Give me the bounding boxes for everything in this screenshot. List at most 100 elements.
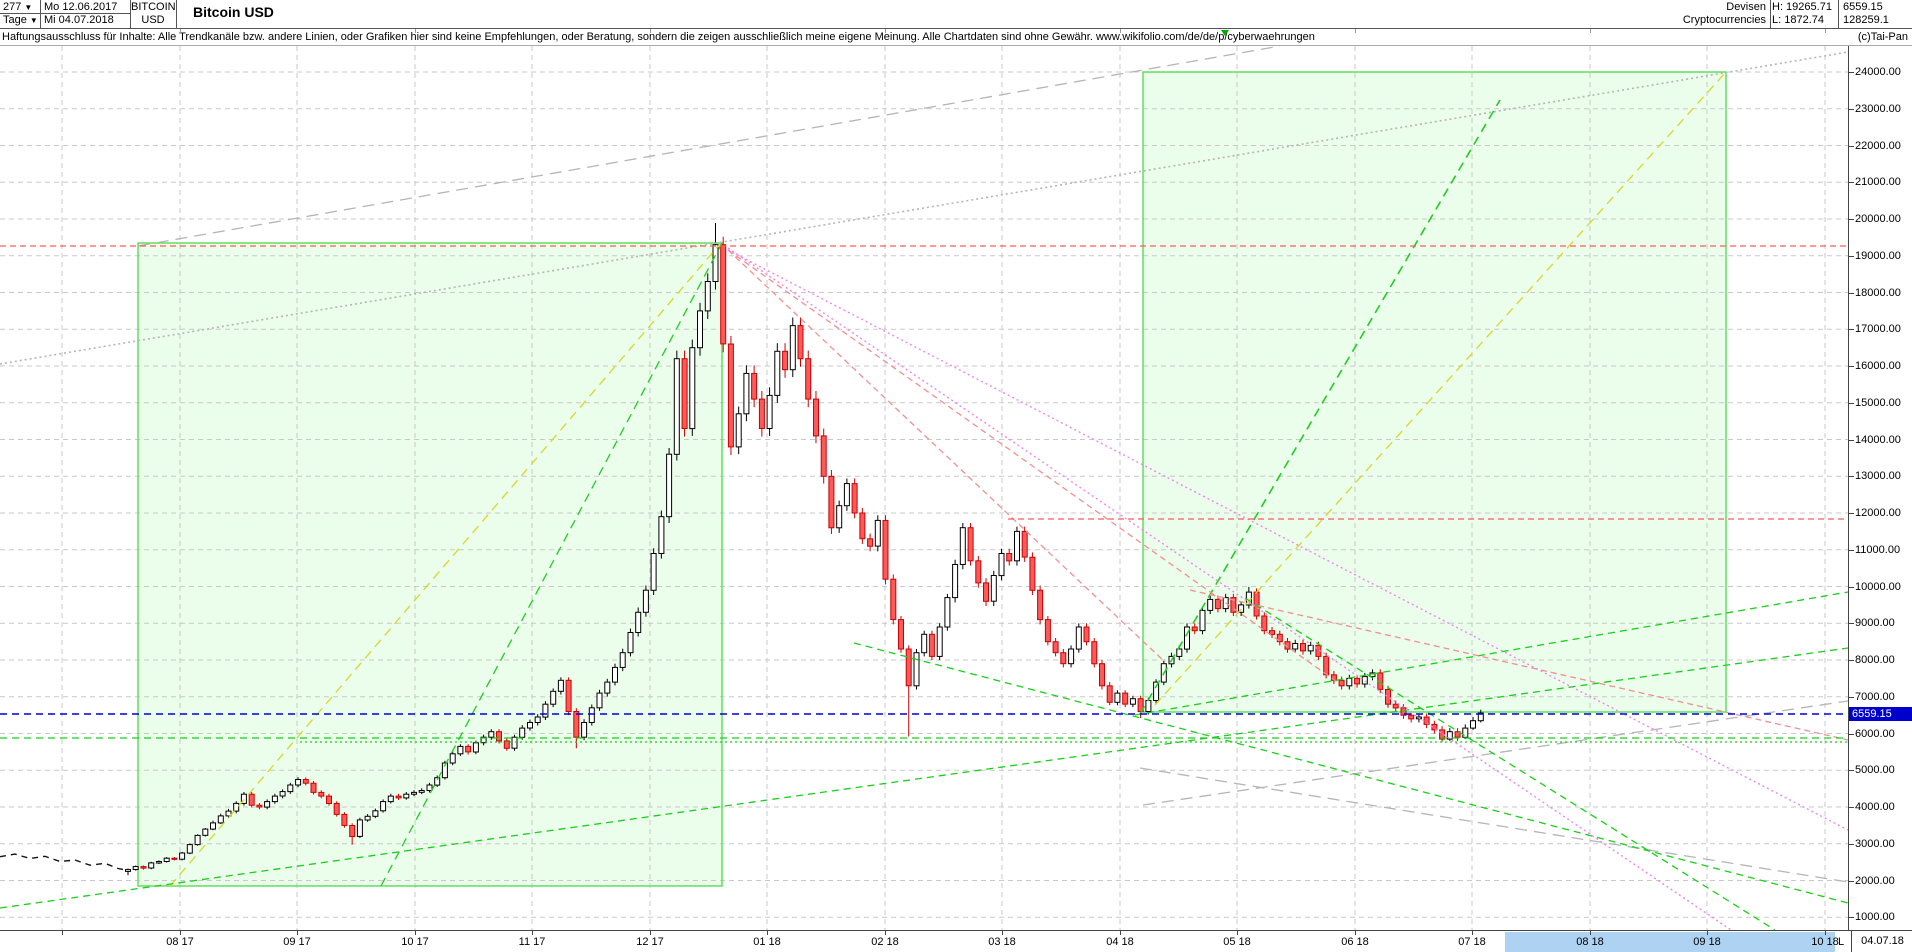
x-axis-label: 02 18 [871,936,899,948]
x-axis-tick [767,931,768,935]
y-axis-label: 12000.00 [1855,507,1901,520]
y-axis-label: 13000.00 [1855,470,1901,483]
gray-dashed-rising-lower [1142,700,1849,806]
y-axis-label: 4000.00 [1855,801,1895,814]
y-axis-label: 21000.00 [1855,176,1901,189]
chevron-down-icon: ▼ [29,16,37,25]
ruler-tick [1590,29,1591,33]
y-axis-tick [1849,292,1854,294]
x-axis-tick [415,931,416,935]
y-axis-label: 5000.00 [1855,764,1895,777]
y-axis-label: 19000.00 [1855,249,1901,262]
timeframe-dropdown[interactable]: Tage ▼ [3,14,37,26]
y-axis-tick [1849,366,1854,368]
y-axis-tick [1849,623,1854,625]
y-axis-tick [1849,733,1854,735]
x-axis-tick [1120,931,1121,935]
position-marker-icon [1221,30,1229,36]
disclaimer-bar: Haftungsausschluss für Inhalte: Alle Tre… [0,29,1912,46]
y-axis-tick [1849,586,1854,588]
x-axis-tick [1590,931,1591,935]
salmon-may-peak-decline [1189,589,1849,741]
y-axis-tick [1849,439,1854,441]
x-axis-tick [297,931,298,935]
category-group: Devisen [1726,1,1766,13]
salmon-decline-steep [727,249,1166,663]
last-price-value: 6559.15 [1843,1,1883,13]
start-date[interactable]: Mo 12.06.2017 [44,1,118,13]
y-axis-label: 20000.00 [1855,213,1901,226]
x-axis-label: 04 18 [1106,936,1134,948]
y-axis-tick [1849,770,1854,772]
low-value: L: 1872.74 [1772,14,1824,26]
y-axis-tick [1849,476,1854,478]
ruler-tick [885,29,886,33]
x-axis-label: 09 18 [1693,936,1721,948]
trend-box-2018-projection [1142,71,1727,713]
x-axis-tick [180,931,181,935]
chart-header: 277 ▼ Tage ▼ Mo 12.06.2017 Mi 04.07.2018… [0,0,1912,29]
x-axis-label: 11 17 [518,936,546,948]
y-axis-label: 16000.00 [1855,360,1901,373]
x-axis-tick [885,931,886,935]
x-axis-label: 08 17 [166,936,194,948]
y-axis-label: 15000.00 [1855,396,1901,409]
future-range-highlight [1505,932,1835,952]
axis-divider [1848,46,1849,952]
green-fan-rising [1134,591,1849,716]
x-axis-label: 07 18 [1458,936,1486,948]
gray-dotted-long [0,51,1849,365]
x-axis-tick [62,931,63,935]
time-axis[interactable]: L 04.07.18 08 17 09 17 10 17 11 17 12 17 01 1… [0,930,1912,952]
y-axis-tick [1849,145,1854,147]
pink-dotted-steep [727,247,1732,931]
y-axis-label: 9000.00 [1855,617,1895,630]
copyright-label: (c)Tai-Pan [1853,31,1908,43]
x-axis-tick [532,931,533,935]
x-axis-tick [1472,931,1473,935]
y-axis-label: 18000.00 [1855,286,1901,299]
y-axis-tick [1849,72,1854,73]
y-axis-tick [1849,696,1854,698]
y-axis-label: 7000.00 [1855,690,1895,703]
x-axis-label: 10 18 [1811,936,1839,948]
y-axis-tick [1849,843,1854,845]
y-axis-label: 6000.00 [1855,727,1895,740]
y-axis-label: 17000.00 [1855,323,1901,336]
pink-dotted-shallow [727,249,1849,831]
price-axis[interactable]: 24000.00 23000.00 22000.00 21000.00 20000.00… [1849,46,1912,930]
y-axis-tick [1849,513,1854,515]
x-axis-tick [1002,931,1003,935]
period-count-dropdown[interactable]: 277 ▼ [3,1,33,13]
y-axis-label: 23000.00 [1855,102,1901,115]
last-price-tag: 6559.15 [1849,707,1912,721]
cursor-date-box: 04.07.18 [1851,931,1912,952]
y-axis-tick [1849,402,1854,404]
x-axis-label: 01 18 [753,936,781,948]
x-axis-label: 09 17 [283,936,311,948]
green-channel-2017 [380,242,723,887]
x-axis-tick [1825,931,1826,935]
y-axis-label: 3000.00 [1855,837,1895,850]
green-may-decline [1244,597,1776,931]
gray-dashed-declining-low [1139,767,1849,883]
symbol-name: BITCOIN [131,1,175,13]
candlestick-chart[interactable] [0,45,1849,931]
end-date[interactable]: Mi 04.07.2018 [44,14,114,26]
disclaimer-text: Haftungsausschluss für Inhalte: Alle Tre… [2,31,1315,43]
y-axis-tick [1849,219,1854,221]
green-steep-2018 [1139,99,1501,715]
salmon-decline-shallow [727,249,1341,685]
yellow-channel-2018 [1154,71,1727,706]
category-sub: Cryptocurrencies [1682,14,1766,26]
ruler-tick [1120,29,1121,33]
ruler-tick [180,29,181,33]
symbol-currency: USD [141,14,165,26]
ruler-tick [1355,29,1356,33]
y-axis-label: 10000.00 [1855,580,1901,593]
last-bar-marker: L [1838,936,1845,948]
x-axis-tick [1237,931,1238,935]
x-axis-label: 03 18 [988,936,1016,948]
ruler-tick [1825,29,1826,33]
